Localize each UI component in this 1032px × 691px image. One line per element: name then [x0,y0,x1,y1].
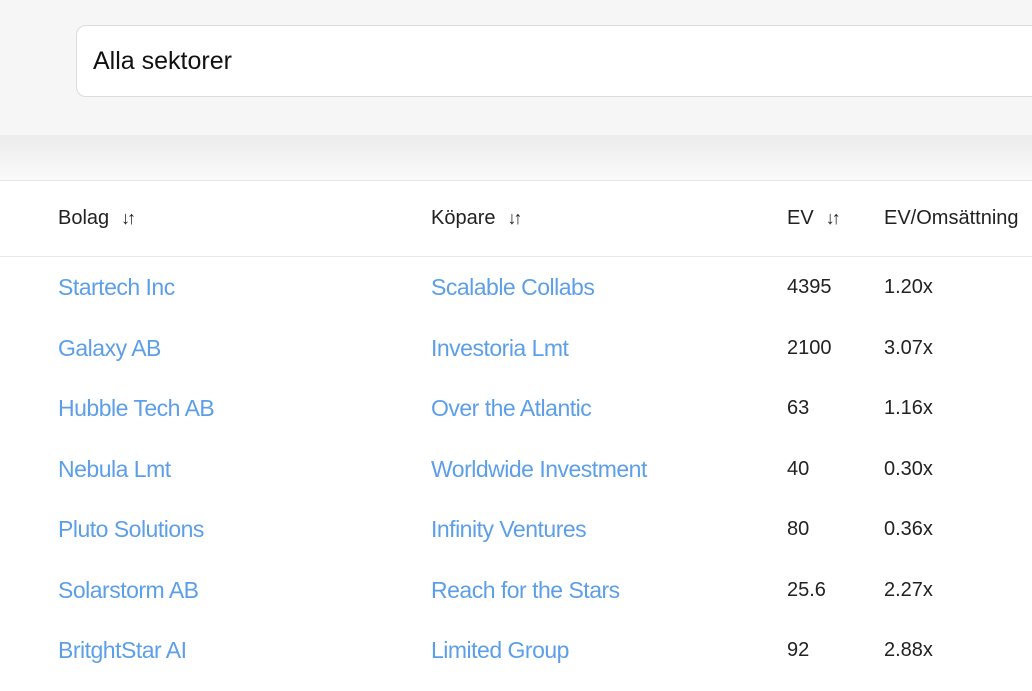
company-link[interactable]: Pluto Solutions [58,516,204,542]
table-row: BritghtStar AI Limited Group 92 2.88x [0,620,1032,681]
sector-select[interactable]: Alla sektorer [76,25,1032,97]
ev-value: 80 [787,518,810,540]
header-label: EV [787,207,814,229]
deals-table: Bolag ↓↑ Köpare ↓↑ EV ↓↑ EV/Omsättning Star… [0,180,1032,681]
ev-revenue-value: 0.30x [884,457,933,480]
column-header-kopare[interactable]: Köpare ↓↑ [431,181,523,256]
company-link[interactable]: Solarstorm AB [58,576,199,603]
company-link[interactable]: BritghtStar AI [58,637,187,663]
buyer-link[interactable]: Infinity Ventures [431,516,587,542]
buyer-link[interactable]: Over the Atlantic [431,395,592,421]
ev-revenue-value: 1.20x [884,276,933,298]
buyer-link[interactable]: Reach for the Stars [431,576,620,603]
ev-revenue-value: 3.07x [884,336,933,359]
table-row: Startech Inc Scalable Collabs 4395 1.20x [0,257,1032,318]
ev-value: 63 [787,397,810,419]
company-link[interactable]: Nebula Lmt [58,455,171,482]
ev-value: 25.6 [787,578,826,601]
ev-revenue-value: 1.16x [884,397,933,419]
column-header-ev[interactable]: EV ↓↑ [787,181,841,256]
column-header-ev-omsattning[interactable]: EV/Omsättning [884,181,1019,256]
ev-revenue-value: 2.27x [884,578,933,601]
company-link[interactable]: Galaxy AB [58,334,161,361]
ev-revenue-value: 0.36x [884,518,933,540]
buyer-link[interactable]: Worldwide Investment [431,455,647,482]
ev-value: 92 [787,639,810,661]
buyer-link[interactable]: Limited Group [431,637,569,663]
ev-value: 4395 [787,276,832,298]
header-label: Bolag [58,207,110,229]
table-row: Pluto Solutions Infinity Ventures 80 0.36x [0,499,1032,560]
table-row: Hubble Tech AB Over the Atlantic 63 1.16x [0,378,1032,439]
table-header: Bolag ↓↑ Köpare ↓↑ EV ↓↑ EV/Omsättning [0,181,1032,257]
buyer-link[interactable]: Scalable Collabs [431,274,595,300]
column-header-bolag[interactable]: Bolag ↓↑ [58,181,136,256]
table-row: Galaxy AB Investoria Lmt 2100 3.07x [0,318,1032,379]
table-body: Startech Inc Scalable Collabs 4395 1.20x Gal… [0,257,1032,681]
header-label: EV/Omsättning [884,207,1019,229]
sort-icon[interactable]: ↓↑ [121,208,136,228]
header-label: Köpare [431,207,496,229]
sort-icon[interactable]: ↓↑ [825,208,841,228]
table-row: Nebula Lmt Worldwide Investment 40 0.30x [0,439,1032,500]
table-row: Solarstorm AB Reach for the Stars 25.6 2.27… [0,560,1032,621]
ev-revenue-value: 2.88x [884,639,933,661]
ev-value: 40 [787,457,810,480]
company-link[interactable]: Hubble Tech AB [58,395,215,421]
buyer-link[interactable]: Investoria Lmt [431,334,569,361]
company-link[interactable]: Startech Inc [58,274,175,300]
filter-bar: Alla sektorer [0,0,1032,135]
divider [0,135,1032,180]
sort-icon[interactable]: ↓↑ [507,208,523,228]
ev-value: 2100 [787,336,832,359]
